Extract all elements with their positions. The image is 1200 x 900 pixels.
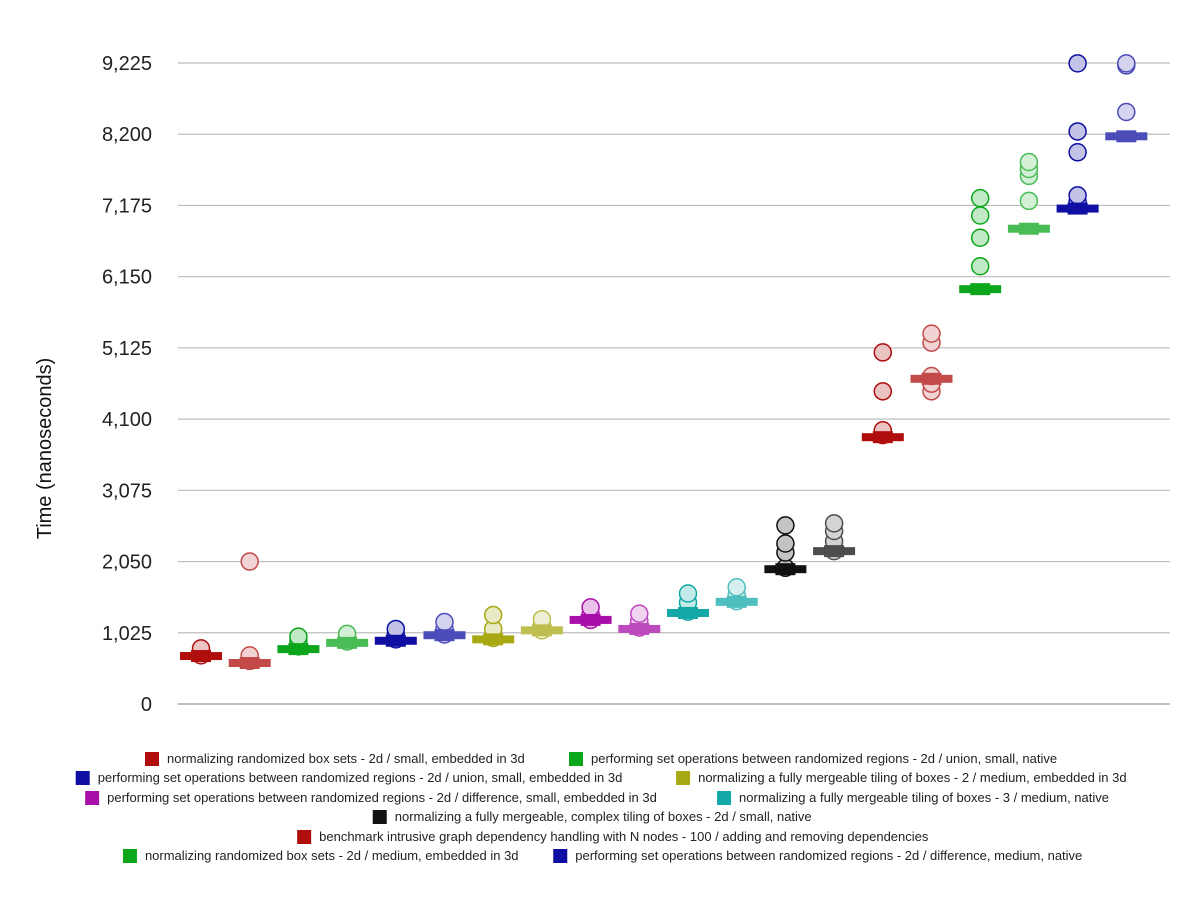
sample-point [970,228,990,248]
sample-point [873,343,893,362]
median-box [921,372,942,385]
median-box [629,622,650,635]
y-tick-label: 4,100 [102,409,152,431]
y-tick-labels: 0 1,025 2,050 3,075 4,100 5,125 6,150 7,175 8,20… [102,53,152,716]
sample-point [776,516,795,535]
sample-point [435,612,454,632]
sample-point [824,514,844,533]
data-marks [180,54,1148,671]
median-box [726,595,747,608]
median-box [824,545,845,558]
median-box [872,431,893,444]
y-axis-label: Time (nanoseconds) [34,358,56,540]
sample-point [727,578,746,597]
sample-point [630,604,649,623]
y-tick-label: 7,175 [102,195,152,217]
legend-label: normalizing a fully mergeable tiling of … [739,790,1109,805]
median-box [1018,222,1039,235]
y-tick-label: 1,025 [102,623,152,645]
sample-point [1117,102,1136,122]
median-box [580,613,601,626]
legend-label: performing set operations between random… [575,848,1082,863]
sample-point [1019,152,1039,172]
legend-swatch [676,771,691,785]
sample-point [581,598,600,617]
legend-swatch [85,791,100,805]
legend-swatch [717,791,732,805]
y-tick-label: 5,125 [102,338,152,360]
sample-point [1068,186,1087,205]
median-box [434,629,455,642]
legend-item: normalizing randomized box sets - 2d / m… [122,848,519,863]
y-tick-label: 0 [141,694,152,716]
legend-swatch [569,752,583,766]
median-box [531,624,552,637]
sample-point [970,256,990,276]
sample-point [922,324,941,343]
legend-label: normalizing a fully mergeable tiling of … [698,770,1127,785]
median-box [288,643,309,656]
legend-swatch [145,752,159,766]
y-tick-label: 6,150 [102,267,152,289]
median-box [337,636,358,649]
legend-item: benchmark intrusive graph dependency han… [297,829,929,844]
legend-swatch [553,849,568,863]
median-box [239,657,260,670]
legend-swatch [372,810,387,824]
median-box [1067,202,1088,215]
median-box [775,563,796,576]
legend-item: performing set operations between random… [569,751,1057,766]
legend-item: performing set operations between random… [553,848,1082,863]
y-tick-label: 2,050 [102,552,152,574]
legend-label: normalizing a fully mergeable, complex t… [395,809,812,824]
legend-label: normalizing randomized box sets - 2d / m… [145,848,519,863]
legend-label: performing set operations between random… [98,770,623,785]
legend-label: performing set operations between random… [591,751,1057,766]
legend-swatch [75,771,90,785]
median-box [1116,130,1137,143]
legend-item: normalizing a fully mergeable, complex t… [372,809,812,824]
sample-point [1117,54,1136,73]
y-tick-label: 8,200 [102,124,152,146]
median-box [385,634,406,647]
y-tick-label: 3,075 [102,480,152,502]
legend-item: performing set operations between random… [75,770,623,785]
legend-item: performing set operations between random… [85,790,657,805]
sample-point [240,552,259,571]
legend-item: normalizing randomized box sets - 2d / s… [145,751,525,766]
legend-item: normalizing a fully mergeable tiling of … [717,790,1109,805]
sample-point [776,534,795,553]
sample-point [970,188,990,208]
legend-label: normalizing randomized box sets - 2d / s… [167,751,525,766]
median-box [191,650,211,663]
legend-swatch [297,830,312,844]
sample-point [1019,191,1039,211]
median-box [678,606,698,619]
sample-point [970,206,990,225]
sample-point [1068,54,1087,73]
legend-label: benchmark intrusive graph dependency han… [319,829,929,844]
sample-point [483,605,503,625]
legend-item: normalizing a fully mergeable tiling of … [676,770,1127,785]
sample-point [678,584,698,603]
legend: normalizing randomized box sets - 2d / s… [75,751,1127,863]
sample-point [289,627,308,646]
legend-label: performing set operations between random… [107,790,657,805]
sample-point [873,382,893,401]
legend-swatch [122,849,137,863]
sample-point [1068,143,1087,162]
median-box [483,633,504,646]
y-tick-label: 9,225 [102,53,152,75]
median-box [970,283,991,296]
sample-point [1068,122,1087,141]
